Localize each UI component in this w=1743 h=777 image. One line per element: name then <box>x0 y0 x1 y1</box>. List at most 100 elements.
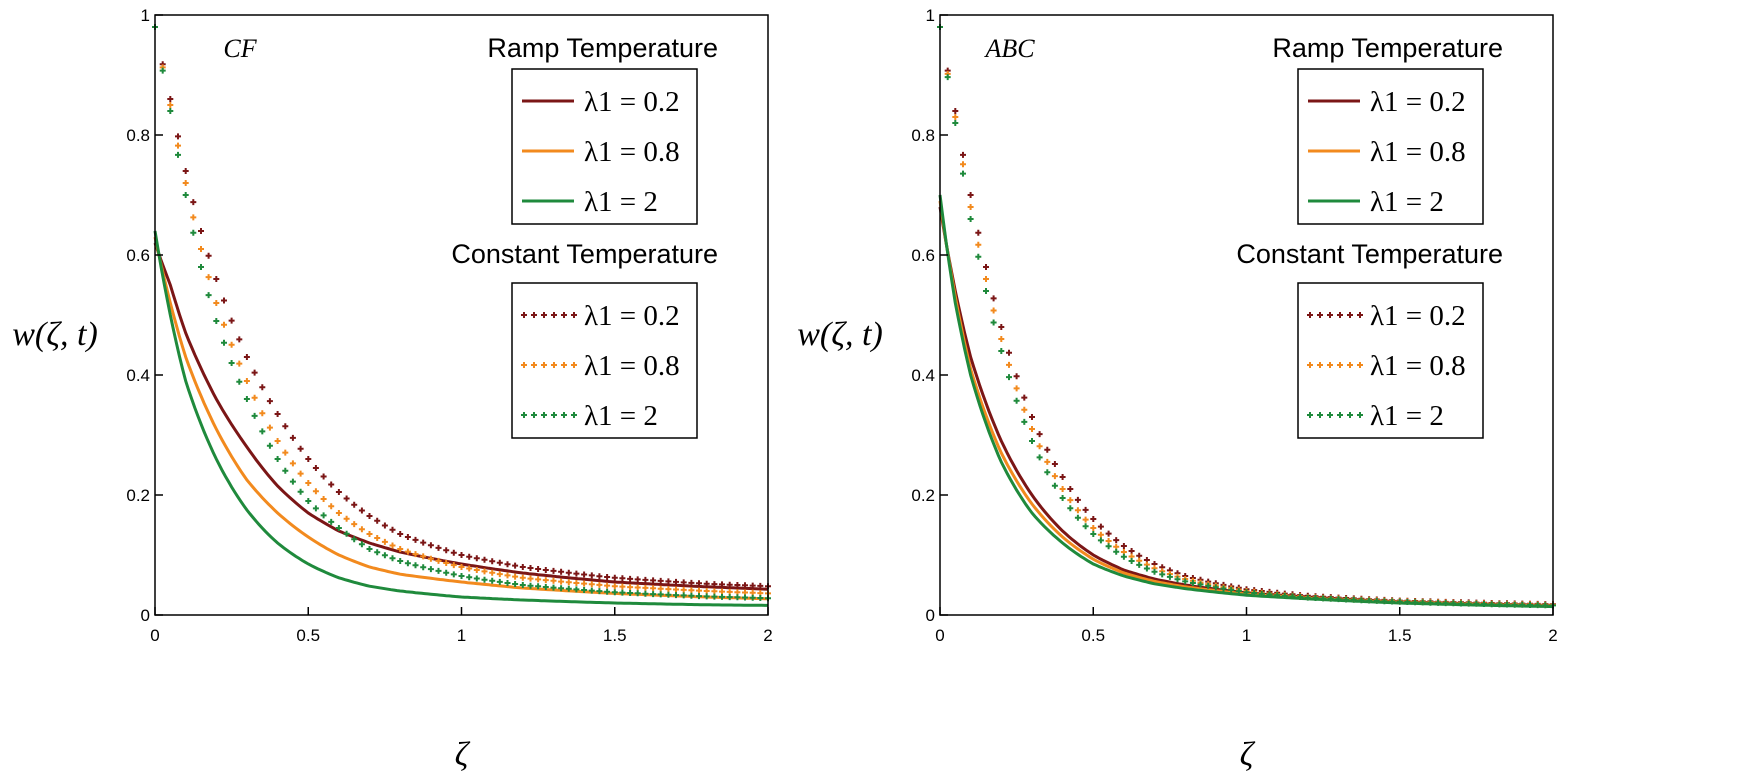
data-point-1-5-53 <box>1343 596 1350 603</box>
data-point-1-5-16 <box>1059 495 1066 501</box>
data-point-0-3-27 <box>358 507 365 514</box>
data-point-0-3-32 <box>397 531 404 537</box>
y-tick-label: 0.6 <box>911 246 935 265</box>
data-point-0-3-7 <box>205 252 212 259</box>
data-point-0-3-67 <box>665 578 672 585</box>
legend-marker <box>1337 362 1343 368</box>
data-point-1-4-19 <box>1082 516 1089 523</box>
legend-marker <box>561 362 567 368</box>
data-point-0-4-71 <box>696 587 702 594</box>
data-point-1-5-17 <box>1067 505 1074 512</box>
data-point-0-4-67 <box>665 586 672 593</box>
data-point-0-5-59 <box>604 588 611 595</box>
legend-marker <box>1337 412 1343 418</box>
data-point-0-3-16 <box>274 411 281 417</box>
legend-marker <box>1357 412 1363 418</box>
data-point-0-4-62 <box>627 584 634 591</box>
data-point-0-5-10 <box>228 360 235 366</box>
data-point-1-5-60 <box>1396 598 1403 605</box>
data-point-0-5-72 <box>703 593 710 600</box>
data-point-0-3-14 <box>259 384 266 391</box>
y-axis-label: w(ζ, t) <box>797 316 883 353</box>
data-point-1-4-5 <box>975 241 982 248</box>
legend-marker <box>521 362 527 368</box>
data-point-0-4-49 <box>527 575 534 582</box>
data-point-0-4-10 <box>228 341 235 348</box>
legend-box <box>1297 68 1484 225</box>
data-point-0-3-78 <box>749 582 756 589</box>
data-point-0-3-6 <box>198 228 204 234</box>
data-point-1-3-16 <box>1059 474 1066 480</box>
data-point-0-4-70 <box>688 587 695 594</box>
legend-marker <box>1347 362 1353 368</box>
data-point-0-4-20 <box>305 480 312 486</box>
data-point-0-4-36 <box>427 555 434 562</box>
data-point-0-5-46 <box>504 580 511 586</box>
data-point-1-4-12 <box>1029 426 1035 432</box>
data-point-1-5-1 <box>944 74 951 81</box>
data-point-0-5-23 <box>328 518 335 525</box>
legend-marker <box>571 312 577 318</box>
legend-marker <box>1307 362 1313 368</box>
data-point-1-5-23 <box>1113 548 1120 555</box>
data-point-0-4-57 <box>588 581 595 588</box>
data-point-1-5-38 <box>1228 586 1235 593</box>
data-point-1-4-8 <box>998 336 1005 342</box>
x-tick-label: 1 <box>457 626 466 645</box>
data-point-0-5-24 <box>335 525 342 531</box>
panel-title: ABC <box>983 34 1035 63</box>
data-point-0-4-75 <box>726 588 733 595</box>
data-point-0-3-58 <box>596 573 603 580</box>
legend-box <box>511 68 698 225</box>
data-point-1-5-75 <box>1511 601 1518 608</box>
data-point-0-3-56 <box>581 571 588 578</box>
data-point-0-4-45 <box>496 571 503 578</box>
data-point-0-3-8 <box>213 276 220 282</box>
data-point-0-5-32 <box>397 558 404 564</box>
legend-marker <box>541 362 547 368</box>
data-point-0-5-69 <box>680 592 687 599</box>
data-point-0-5-52 <box>550 584 557 591</box>
legend-marker <box>1347 312 1353 318</box>
data-point-1-5-4 <box>967 216 974 222</box>
data-point-1-5-7 <box>990 319 997 326</box>
data-point-0-4-14 <box>259 410 266 417</box>
data-point-1-4-22 <box>1105 538 1112 544</box>
data-point-0-5-78 <box>749 594 756 601</box>
data-point-1-5-11 <box>1021 418 1028 425</box>
data-point-1-5-79 <box>1542 602 1549 609</box>
data-point-1-5-49 <box>1312 595 1319 601</box>
data-point-1-5-30 <box>1166 573 1173 580</box>
data-point-0-5-16 <box>274 456 281 462</box>
data-point-1-3-23 <box>1113 537 1120 544</box>
legend-marker <box>551 362 557 368</box>
data-point-1-3-21 <box>1097 523 1104 530</box>
data-point-0-4-65 <box>650 585 657 592</box>
data-point-1-5-66 <box>1442 600 1449 607</box>
legend-marker <box>561 312 567 318</box>
data-point-0-3-11 <box>236 336 243 343</box>
data-point-0-4-51 <box>542 577 549 584</box>
data-point-0-3-23 <box>328 481 335 488</box>
x-tick-label: 2 <box>1548 626 1557 645</box>
legend-marker <box>561 412 567 418</box>
data-point-1-3-12 <box>1029 414 1035 420</box>
data-point-1-5-56 <box>1366 597 1373 604</box>
data-point-1-4-10 <box>1013 385 1020 392</box>
data-point-0-4-38 <box>443 560 450 566</box>
data-point-1-3-10 <box>1013 373 1020 380</box>
data-point-0-3-72 <box>703 580 710 587</box>
data-point-0-3-37 <box>435 544 442 551</box>
data-point-0-5-57 <box>588 587 595 594</box>
data-point-1-5-57 <box>1373 597 1380 604</box>
data-point-1-5-67 <box>1450 600 1457 607</box>
data-point-1-3-7 <box>990 295 997 302</box>
data-point-1-4-14 <box>1044 458 1051 465</box>
data-point-0-4-28 <box>366 531 373 537</box>
data-point-0-3-24 <box>335 489 342 495</box>
data-point-0-5-31 <box>389 555 396 562</box>
data-point-0-5-6 <box>198 264 204 270</box>
data-point-0-4-48 <box>519 574 526 581</box>
data-point-0-3-5 <box>190 199 197 206</box>
data-point-0-4-61 <box>619 583 626 590</box>
